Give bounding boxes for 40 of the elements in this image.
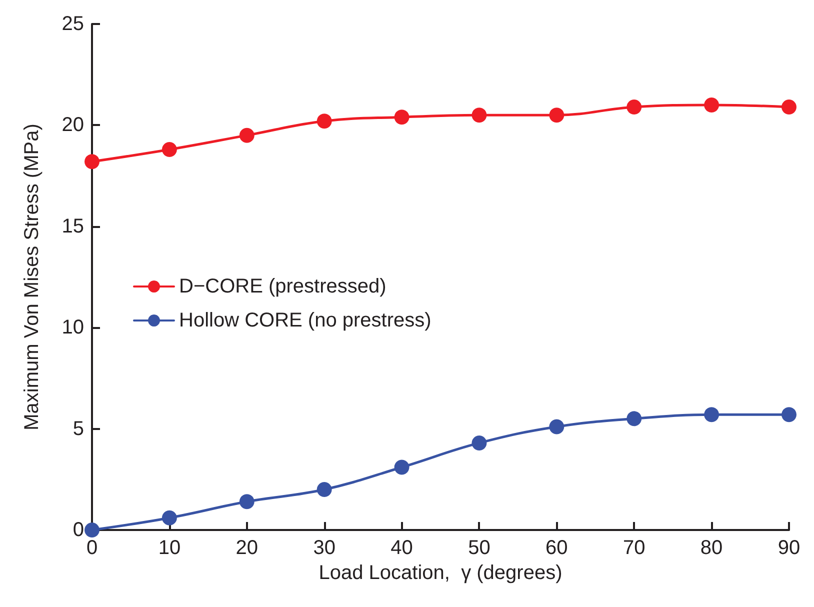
- x-tick-label: 70: [622, 537, 646, 559]
- y-tick-label: 5: [72, 418, 84, 440]
- point: [239, 128, 254, 143]
- point: [162, 510, 177, 526]
- point: [84, 154, 100, 170]
- x-tick-label: 60: [546, 537, 568, 559]
- legend-label: Hollow CORE (no prestress): [179, 310, 432, 332]
- point: [162, 142, 177, 157]
- y-tick-label: 0: [72, 519, 84, 541]
- point: [316, 482, 332, 498]
- x-tick-label: 30: [313, 537, 336, 559]
- x-tick-label: 10: [158, 537, 181, 559]
- x-tick-label: 0: [86, 537, 98, 559]
- legend-label: D−CORE (prestressed): [179, 276, 386, 298]
- x-axis-title: Load Location, γ (degrees): [318, 562, 562, 584]
- y-tick-label: 25: [62, 13, 84, 35]
- y-tick-label: 20: [62, 114, 84, 136]
- point: [704, 407, 720, 422]
- point: [704, 97, 720, 112]
- point: [239, 494, 254, 510]
- point: [316, 114, 332, 129]
- y-axis-title: Maximum Von Mises Stress (MPa): [21, 124, 43, 430]
- point: [394, 110, 410, 125]
- point: [626, 411, 642, 426]
- point: [84, 522, 100, 538]
- point: [782, 407, 796, 422]
- x-tick-label: 20: [236, 537, 258, 559]
- point: [549, 419, 564, 434]
- y-tick-label: 15: [62, 215, 84, 238]
- y-tick-label: 10: [62, 316, 84, 339]
- point: [626, 99, 642, 114]
- x-tick-label: 50: [468, 537, 490, 559]
- x-tick-label: 40: [390, 537, 413, 559]
- point: [472, 108, 487, 123]
- point: [472, 435, 487, 450]
- x-tick-label: 80: [700, 537, 723, 559]
- point: [394, 460, 410, 475]
- x-tick-label: 90: [778, 537, 800, 559]
- point: [782, 99, 796, 114]
- point: [549, 108, 564, 123]
